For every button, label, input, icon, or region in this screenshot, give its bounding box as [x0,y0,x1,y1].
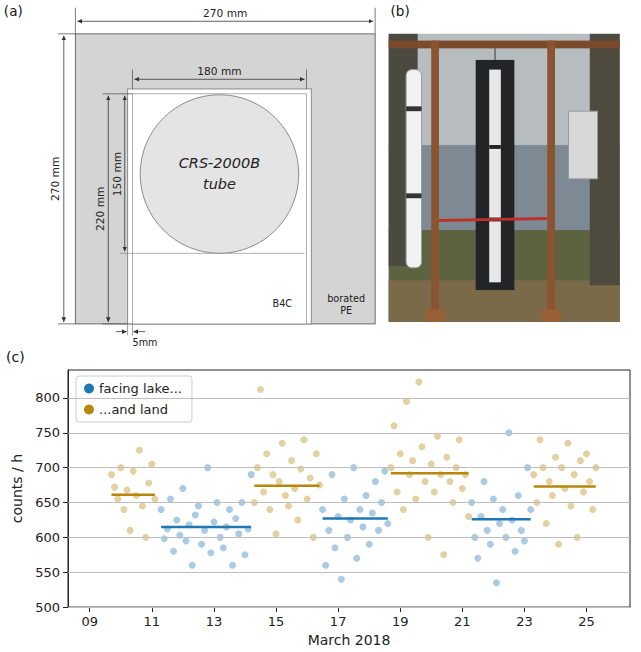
svg-text:220 mm: 220 mm [94,187,107,231]
svg-text:13: 13 [206,614,223,629]
svg-text:tube: tube [203,176,236,192]
svg-text:...and land: ...and land [99,402,168,417]
svg-text:25: 25 [578,614,595,629]
svg-text:17: 17 [330,614,347,629]
svg-text:borated: borated [327,293,365,304]
svg-text:270 mm: 270 mm [203,7,247,20]
svg-text:270 mm: 270 mm [49,157,62,201]
svg-text:750: 750 [35,425,60,440]
svg-text:PE: PE [340,305,352,316]
svg-text:180 mm: 180 mm [197,65,241,78]
svg-text:150 mm: 150 mm [111,152,124,196]
svg-text:21: 21 [454,614,471,629]
svg-text:600: 600 [35,530,60,545]
svg-text:800: 800 [35,390,60,405]
svg-text:March 2018: March 2018 [308,632,391,648]
svg-text:700: 700 [35,460,60,475]
svg-text:09: 09 [81,614,98,629]
svg-text:15: 15 [268,614,285,629]
svg-text:(a): (a) [4,3,23,19]
html-text:(c): (c) [6,349,25,365]
svg-text:650: 650 [35,495,60,510]
svg-text:counts / h: counts / h [9,454,25,523]
svg-text:500: 500 [35,600,60,615]
svg-text:5mm: 5mm [133,337,158,348]
svg-text:19: 19 [392,614,409,629]
svg-text:facing lake...: facing lake... [99,381,182,396]
svg-text:550: 550 [35,565,60,580]
svg-text:B4C: B4C [273,298,293,309]
svg-text:23: 23 [516,614,533,629]
svg-text:11: 11 [144,614,161,629]
svg-text:(b): (b) [391,3,410,19]
svg-text:CRS-2000B: CRS-2000B [179,155,261,171]
